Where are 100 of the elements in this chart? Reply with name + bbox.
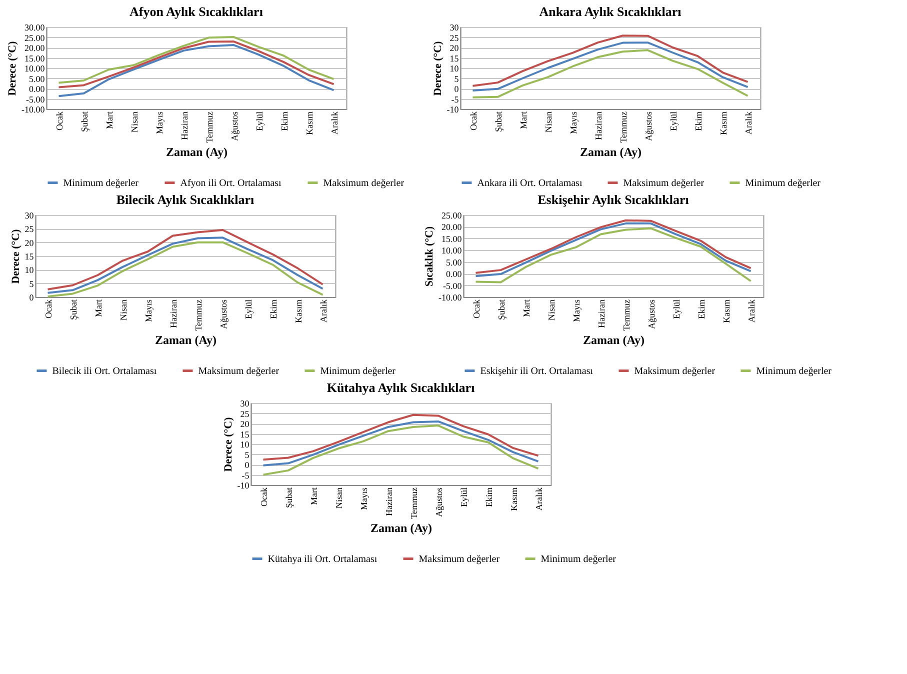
x-tick-label: Ekim: [484, 488, 494, 507]
y-tick-label: 15.00: [24, 53, 46, 64]
x-tick-label: Temmuz: [621, 299, 632, 331]
y-tick-label: 30: [240, 398, 250, 408]
y-tick-label: 15.00: [442, 234, 462, 244]
x-tick-label: Kasım: [718, 112, 728, 135]
y-tick-label: 10: [24, 265, 34, 276]
x-tick-label: Aralık: [329, 111, 340, 134]
x-tick-label: Mart: [93, 299, 104, 317]
x-tick-label: Nisan: [546, 299, 556, 320]
x-tick-label: Kasım: [721, 300, 732, 323]
y-tick-label: -5.00: [443, 280, 462, 291]
y-axis-title: Derece (°C): [432, 40, 444, 96]
x-tick-label: Haziran: [168, 299, 178, 328]
line-series: [58, 44, 335, 98]
y-tick-label: 20: [450, 43, 460, 53]
x-tick-label: Mart: [521, 299, 532, 317]
x-tick-label: Eylül: [671, 299, 682, 319]
x-tick-label: Şubat: [284, 487, 294, 508]
x-tick-label: Eylül: [668, 111, 678, 131]
y-tick-label: 10: [240, 440, 250, 450]
x-tick-label: Aralık: [318, 299, 328, 322]
y-tick-label: 10.00: [442, 246, 462, 256]
y-tick-label: -5: [242, 470, 250, 480]
x-tick-label: Eylül: [243, 299, 254, 319]
line-series: [472, 49, 749, 98]
x-axis-title: Zaman (Ay): [583, 332, 644, 347]
x-tick-label: Nisan: [334, 487, 344, 508]
y-tick-label: 25: [24, 224, 34, 234]
line-series: [262, 424, 540, 476]
x-tick-label: Şubat: [68, 299, 78, 320]
x-tick-label: Temmuz: [193, 299, 204, 331]
chart-title: Kütahya Aylık Sıcaklıkları: [326, 380, 476, 395]
x-tick-label: Ocak: [43, 299, 54, 318]
legend-label: Minimum değerler: [540, 554, 617, 565]
x-tick-label: Kasım: [304, 112, 314, 135]
legend-label: Maksimum değerler: [323, 178, 405, 189]
legend-label: Minimum değerler: [320, 366, 396, 377]
y-tick-label: 0.00: [446, 269, 462, 280]
x-tick-label: Haziran: [596, 299, 606, 328]
x-axis-title: Zaman (Ay): [370, 520, 432, 535]
y-tick-label: 10.00: [24, 64, 46, 74]
line-series: [474, 227, 752, 284]
x-tick-label: Aralık: [534, 487, 544, 510]
y-tick-label: -10.00: [438, 292, 462, 302]
line-series: [472, 42, 749, 92]
x-tick-label: Ağustos: [434, 487, 444, 518]
y-tick-label: 30: [24, 210, 34, 220]
x-tick-label: Nisan: [129, 111, 140, 132]
x-tick-label: Mayıs: [571, 299, 582, 322]
x-axis-title: Zaman (Ay): [166, 144, 228, 159]
y-tick-label: -5: [451, 94, 460, 104]
legend-label: Minimum değerler: [63, 178, 140, 189]
y-tick-label: 30: [450, 22, 460, 32]
x-tick-label: Temmuz: [204, 111, 214, 143]
x-tick-label: Ağustos: [643, 111, 654, 142]
legend-label: Minimum değerler: [745, 178, 822, 189]
y-tick-label: 10: [450, 64, 460, 74]
y-tick-label: 5: [244, 450, 250, 460]
y-tick-label: 5.00: [446, 257, 462, 268]
x-tick-label: Ocak: [471, 299, 482, 318]
x-tick-label: Mart: [518, 111, 528, 129]
line-series: [46, 229, 324, 290]
y-tick-label: 5: [29, 278, 34, 289]
x-tick-label: Haziran: [179, 111, 190, 140]
x-tick-label: Ağustos: [229, 111, 240, 142]
x-tick-label: Nisan: [543, 111, 554, 132]
y-tick-label: -10: [237, 480, 250, 490]
x-axis-title: Zaman (Ay): [580, 144, 642, 159]
x-tick-label: Mayıs: [358, 487, 369, 510]
y-tick-label: 0.00: [29, 84, 46, 94]
x-tick-label: Ağustos: [646, 299, 656, 330]
x-tick-label: Temmuz: [408, 487, 419, 519]
x-tick-label: Mayıs: [568, 111, 578, 134]
y-tick-label: 5: [454, 74, 460, 84]
x-axis-title: Zaman (Ay): [155, 332, 216, 347]
x-tick-label: Aralık: [746, 299, 756, 322]
legend-label: Minimum değerler: [756, 366, 832, 377]
x-tick-label: Mayıs: [154, 111, 164, 134]
x-tick-label: Şubat: [493, 111, 504, 132]
x-tick-label: Eylül: [254, 111, 264, 131]
x-tick-label: Kasım: [508, 488, 519, 511]
y-tick-label: -10: [446, 104, 460, 114]
y-tick-label: 20: [24, 238, 34, 248]
y-tick-label: 20.00: [442, 222, 462, 232]
y-tick-label: -10.00: [22, 104, 46, 114]
x-tick-label: Ekim: [279, 112, 290, 131]
x-tick-label: Ekim: [268, 300, 278, 319]
x-tick-label: Mart: [308, 487, 319, 505]
y-axis-title: Derece (°C): [10, 228, 22, 284]
y-tick-label: 15: [240, 429, 250, 440]
x-tick-label: Haziran: [593, 111, 604, 140]
y-tick-label: 0: [29, 292, 34, 302]
y-axis-title: Sıcaklık (°C): [424, 226, 436, 287]
legend-label: Kütahya ili Ort. Ortalaması: [268, 554, 378, 565]
legend-label: Maksimum değerler: [623, 178, 705, 189]
x-tick-label: Nisan: [118, 299, 128, 320]
x-tick-label: Ocak: [54, 111, 64, 130]
y-tick-label: 25: [240, 408, 250, 419]
chart-title: Ankara Aylık Sıcaklıkları: [539, 4, 682, 19]
